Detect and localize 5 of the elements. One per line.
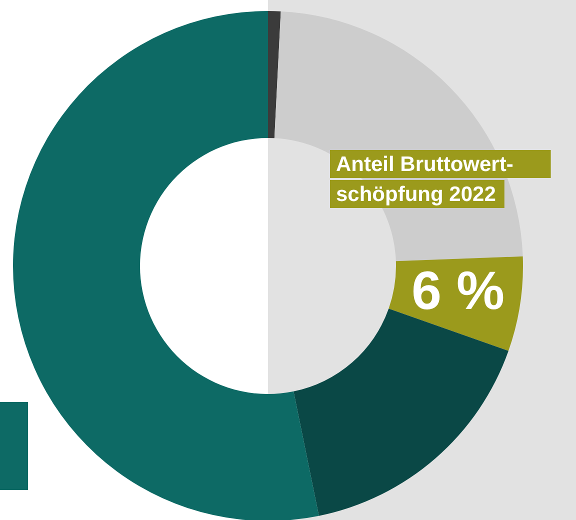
data-label: 6 % — [411, 261, 505, 321]
text: Anteil Bruttowert-schöpfung 2022 — [336, 153, 514, 206]
donut-slice — [294, 308, 508, 516]
donut-slice — [13, 11, 319, 520]
donut-slice — [268, 11, 281, 138]
